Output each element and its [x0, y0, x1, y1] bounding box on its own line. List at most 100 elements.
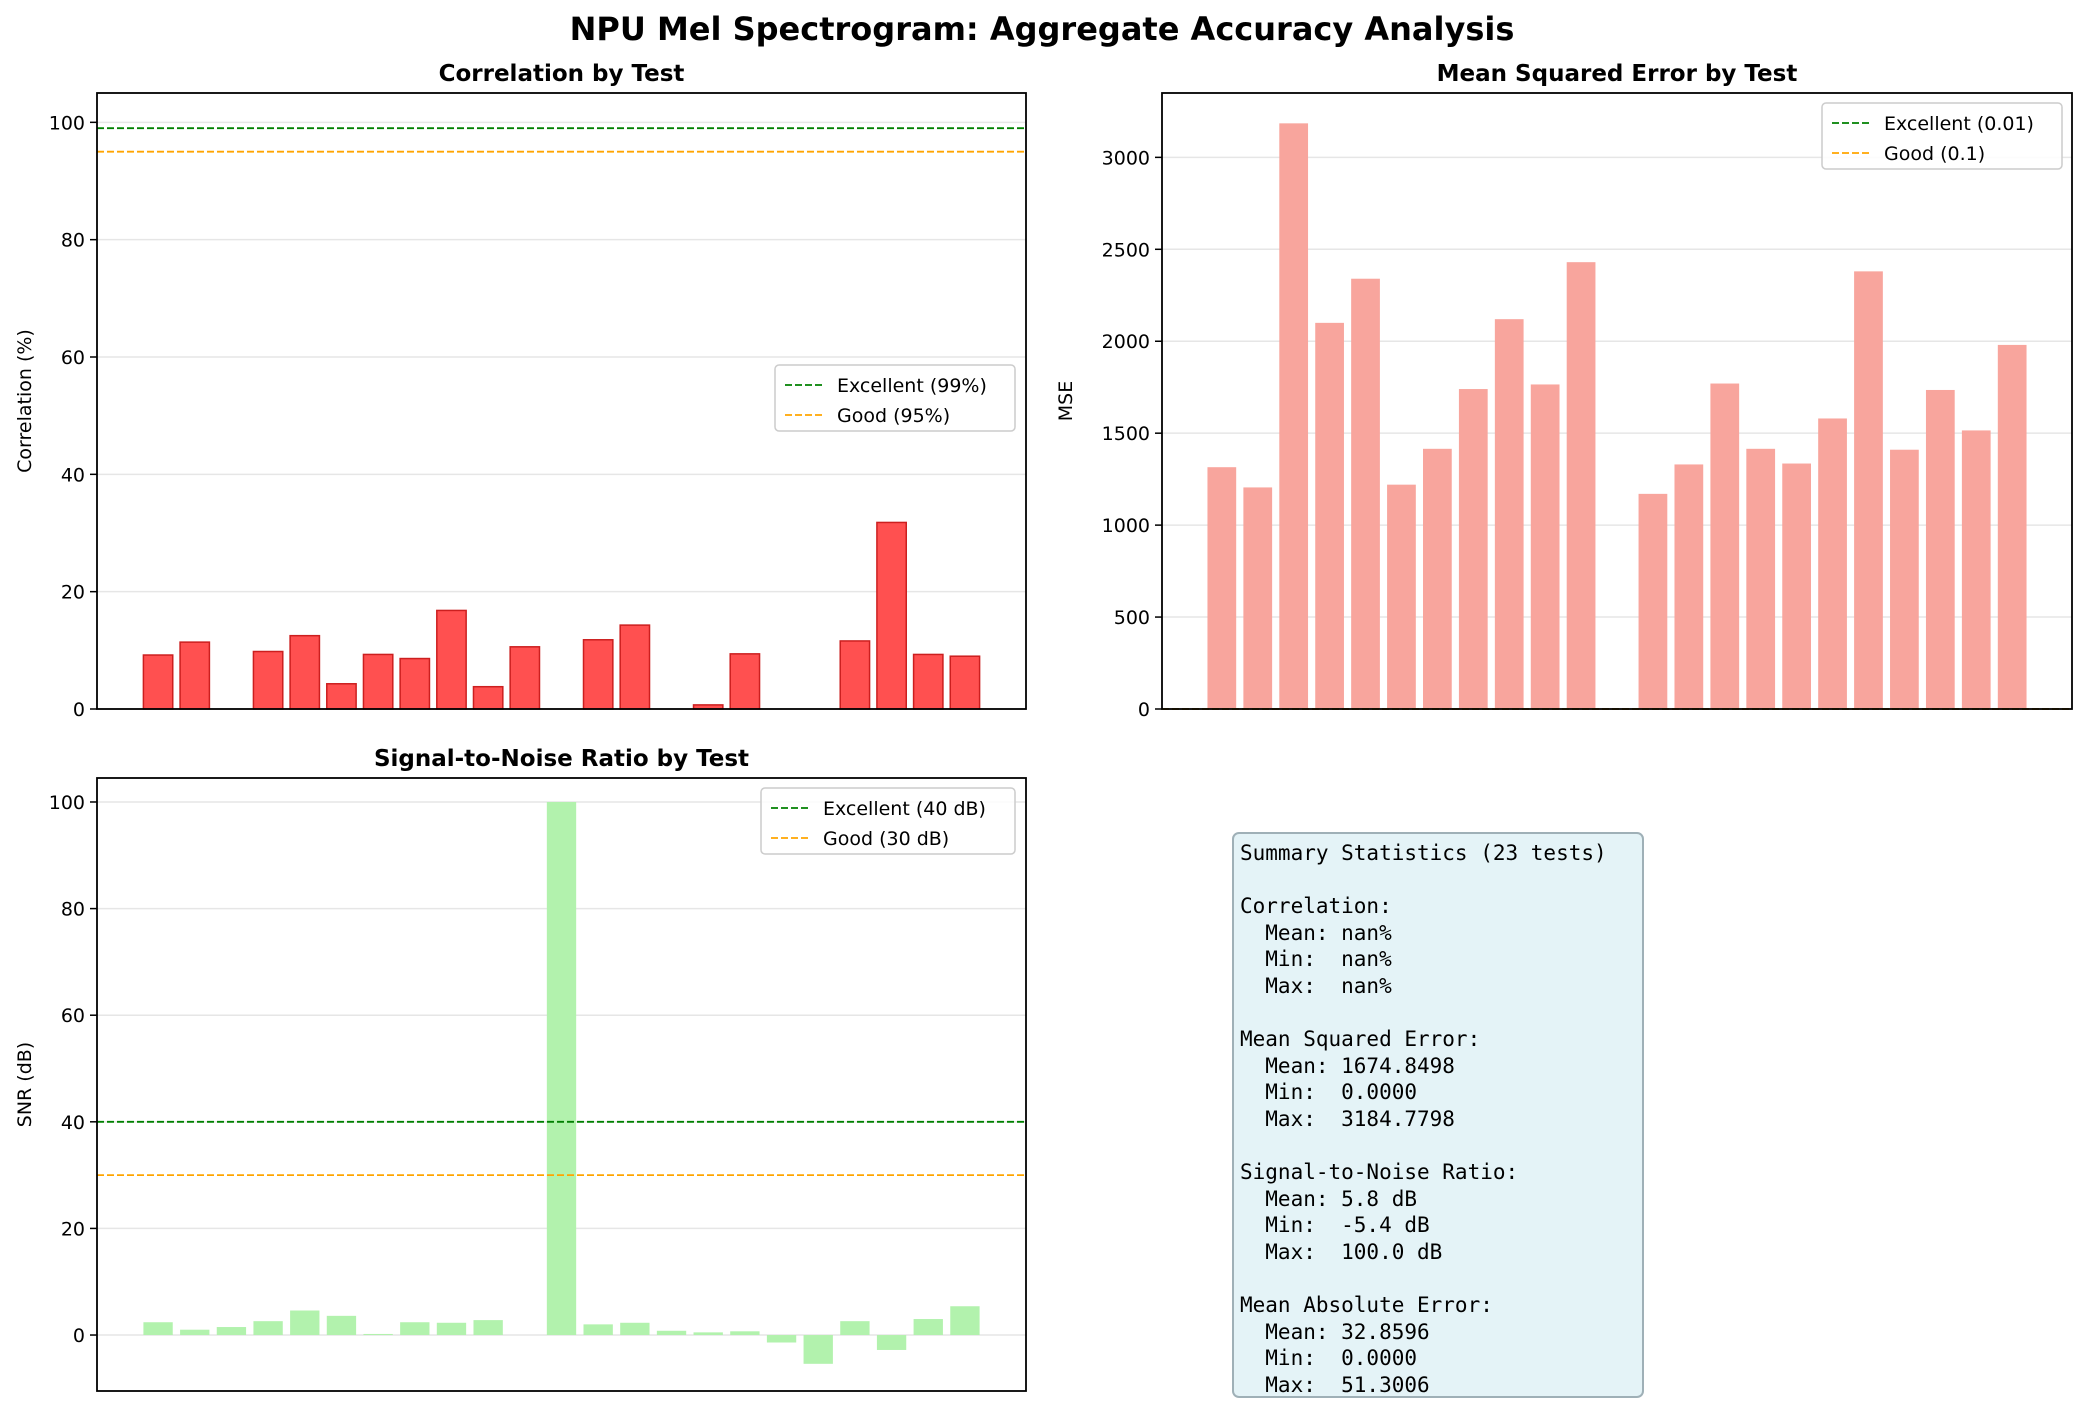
y-tick-label: 40 [61, 1112, 85, 1134]
bar-test-23 [950, 1306, 980, 1336]
chart-title: Correlation by Test [439, 61, 685, 87]
bar-test-10 [472, 685, 504, 710]
legend: Excellent (0.01) Good (0.1) [1821, 102, 2063, 170]
bar-test-1 [142, 654, 174, 710]
y-tick-label: 20 [61, 1218, 85, 1240]
legend-box [774, 364, 1016, 432]
y-tick-label: 1500 [1102, 423, 1150, 445]
y-tick-label: 1000 [1102, 515, 1150, 537]
y-tick-label: 60 [61, 1005, 85, 1027]
bar-test-15 [656, 1330, 687, 1336]
figure-title: NPU Mel Spectrogram: Aggregate Accuracy … [570, 10, 1515, 48]
bar-test-21 [876, 1335, 907, 1350]
bar-test-20 [1890, 449, 1919, 709]
chart-panel-1: 0 20 40 60 80 100 Correlation by Test Correlati… [14, 61, 1027, 721]
legend-box [1821, 102, 2063, 170]
bar-test-4 [252, 650, 284, 710]
summary-statistics-box: Summary Statistics (23 tests) Correlatio… [1232, 832, 1644, 1398]
bar-test-3 [1279, 123, 1309, 709]
bar-test-12 [546, 801, 577, 1336]
bar-test-16 [693, 1332, 723, 1336]
axes-frame [1161, 92, 2073, 710]
bar-test-22 [1961, 430, 1991, 709]
bar-test-8 [399, 657, 431, 710]
bar-test-9 [436, 1322, 467, 1336]
bar-test-8 [1458, 389, 1488, 709]
bar-test-16 [1746, 448, 1776, 709]
bar-test-22 [913, 1319, 943, 1336]
bar-test-17 [1782, 463, 1811, 709]
y-tick-label: 80 [61, 899, 85, 921]
bar-test-10 [1530, 384, 1560, 709]
bar-test-6 [326, 683, 357, 710]
bar-test-1 [1207, 467, 1237, 709]
bar-test-15 [1710, 383, 1740, 709]
bar-test-4 [1315, 322, 1344, 709]
y-tick-label: 0 [73, 1325, 85, 1347]
y-tick-label: 100 [49, 112, 85, 134]
bar-test-11 [1566, 262, 1596, 709]
legend-entry: Good (95%) [837, 405, 950, 427]
bar-test-11 [509, 646, 541, 710]
bar-test-6 [326, 1315, 357, 1336]
bar-test-8 [400, 1322, 430, 1336]
bar-test-4 [253, 1321, 283, 1336]
y-axis-label: SNR (dB) [14, 1042, 36, 1127]
bar-test-19 [803, 1335, 833, 1364]
y-tick-label: 40 [61, 464, 85, 486]
bar-test-19 [1854, 271, 1883, 709]
y-tick-label: 100 [49, 792, 85, 814]
bar-test-13 [582, 639, 614, 710]
chart-title: Signal-to-Noise Ratio by Test [374, 746, 749, 772]
bar-test-1 [143, 1322, 173, 1336]
y-tick-label: 0 [1138, 699, 1150, 721]
bar-test-5 [290, 1310, 320, 1336]
bar-test-7 [362, 653, 394, 710]
legend-entry: Good (0.1) [1884, 143, 1985, 165]
bar-test-10 [473, 1320, 503, 1336]
y-tick-label: 2000 [1102, 331, 1150, 353]
axes-frame [96, 777, 1027, 1392]
y-axis-label: MSE [1055, 381, 1077, 421]
bar-test-2 [1243, 487, 1273, 709]
y-tick-label: 20 [61, 582, 85, 604]
bar-test-20 [839, 640, 871, 710]
y-tick-label: 0 [73, 699, 85, 721]
bar-test-7 [363, 1333, 393, 1336]
bar-test-3 [216, 1327, 247, 1336]
summary-statistics-text: Summary Statistics (23 tests) Correlatio… [1240, 841, 1607, 1397]
bar-test-13 [1638, 493, 1668, 709]
chart-panel-3: 0 20 40 60 80 100 Signal-to-Noise Ratio by Tes… [14, 746, 1027, 1392]
axes-frame [96, 92, 1027, 710]
bar-test-2 [179, 641, 211, 710]
bar-test-7 [1423, 448, 1452, 709]
y-tick-label: 60 [61, 347, 85, 369]
y-tick-label: 500 [1114, 607, 1150, 629]
bar-test-23 [949, 655, 981, 710]
legend-box [760, 787, 1016, 855]
bar-test-17 [730, 1331, 760, 1336]
bar-test-2 [180, 1329, 210, 1336]
legend-entry: Excellent (99%) [837, 375, 987, 397]
bar-test-21 [1925, 389, 1955, 709]
bar-test-13 [583, 1324, 613, 1336]
bar-test-5 [289, 634, 321, 710]
chart-title: Mean Squared Error by Test [1437, 61, 1798, 87]
bar-test-5 [1351, 278, 1380, 709]
bar-test-22 [912, 653, 944, 710]
bar-test-18 [1818, 418, 1847, 709]
bar-test-9 [436, 609, 467, 710]
bar-test-17 [729, 653, 761, 710]
bar-test-14 [619, 624, 651, 710]
bar-test-18 [766, 1335, 797, 1343]
legend: Excellent (40 dB) Good (30 dB) [760, 787, 1016, 855]
y-axis-label: Correlation (%) [14, 329, 36, 473]
legend: Excellent (99%) Good (95%) [774, 364, 1016, 432]
bar-test-6 [1387, 484, 1416, 709]
chart-panel-2: 0 500 1000 1500 2000 2500 3000 Mean Squared Err… [1055, 61, 2073, 721]
legend-entry: Excellent (40 dB) [823, 798, 986, 820]
plot-area [1162, 93, 2072, 709]
bar-test-14 [620, 1322, 650, 1336]
bar-test-14 [1674, 464, 1704, 709]
